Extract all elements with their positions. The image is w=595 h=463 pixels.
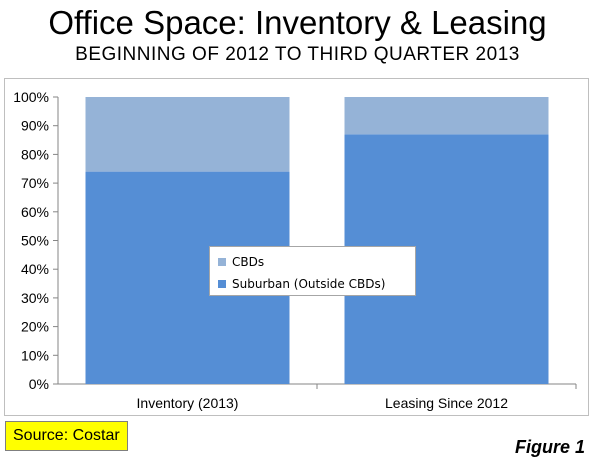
x-tick-label: Leasing Since 2012 — [385, 395, 508, 411]
y-tick-label: 80% — [21, 146, 49, 162]
y-tick-label: 60% — [21, 204, 49, 220]
y-tick-label: 30% — [21, 290, 49, 306]
y-tick-label: 70% — [21, 175, 49, 191]
legend-label-cbds: CBDs — [232, 255, 265, 269]
source-note: Source: Costar — [5, 421, 128, 451]
y-tick-label: 0% — [29, 376, 49, 392]
bar-segment-cbds — [344, 97, 549, 135]
legend-swatch-suburban — [218, 280, 226, 288]
chart-subtitle: BEGINNING OF 2012 TO THIRD QUARTER 2013 — [75, 44, 520, 65]
y-tick-label: 10% — [21, 347, 49, 363]
legend-swatch-cbds — [218, 258, 226, 266]
figure-label: Figure 1 — [514, 437, 585, 457]
y-tick-label: 90% — [21, 118, 49, 134]
y-tick-label: 20% — [21, 319, 49, 335]
legend-label-suburban: Suburban (Outside CBDs) — [232, 277, 386, 291]
y-tick-label: 50% — [21, 233, 49, 249]
y-tick-label: 100% — [13, 89, 49, 105]
chart-frame — [4, 78, 589, 416]
y-tick-label: 40% — [21, 261, 49, 277]
x-tick-label: Inventory (2013) — [137, 395, 239, 411]
chart-legend: CBDs Suburban (Outside CBDs) — [209, 246, 416, 296]
bar-segment-cbds — [85, 97, 290, 172]
chart-title: Office Space: Inventory & Leasing — [48, 4, 547, 41]
legend-item-cbds: CBDs — [218, 255, 264, 269]
legend-item-suburban: Suburban (Outside CBDs) — [218, 277, 385, 291]
